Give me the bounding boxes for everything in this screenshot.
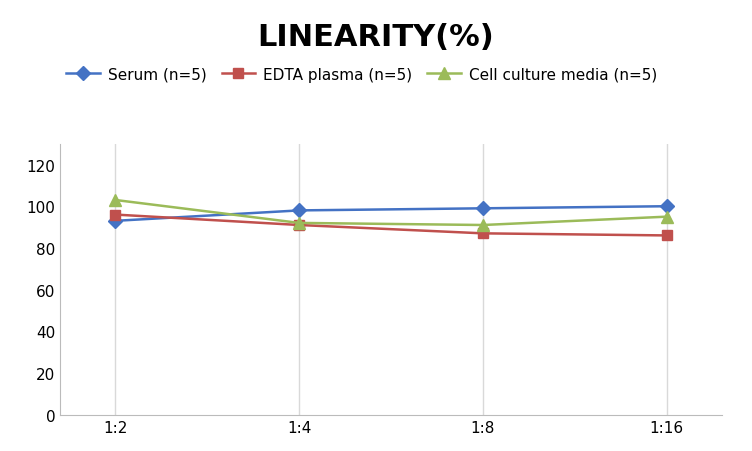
Text: LINEARITY(%): LINEARITY(%) xyxy=(258,23,494,51)
Serum (n=5) xyxy=(111,219,120,224)
EDTA plasma (n=5) xyxy=(478,231,487,236)
Line: Cell culture media (n=5): Cell culture media (n=5) xyxy=(110,195,672,231)
EDTA plasma (n=5) xyxy=(295,223,304,228)
Cell culture media (n=5) xyxy=(663,215,672,220)
Serum (n=5) xyxy=(478,206,487,212)
Cell culture media (n=5) xyxy=(478,223,487,228)
EDTA plasma (n=5) xyxy=(663,233,672,239)
EDTA plasma (n=5) xyxy=(111,212,120,218)
Cell culture media (n=5) xyxy=(295,221,304,226)
Serum (n=5) xyxy=(663,204,672,209)
Line: Serum (n=5): Serum (n=5) xyxy=(111,202,672,226)
Cell culture media (n=5) xyxy=(111,198,120,203)
Serum (n=5) xyxy=(295,208,304,214)
Line: EDTA plasma (n=5): EDTA plasma (n=5) xyxy=(111,210,672,241)
Legend: Serum (n=5), EDTA plasma (n=5), Cell culture media (n=5): Serum (n=5), EDTA plasma (n=5), Cell cul… xyxy=(60,62,663,89)
